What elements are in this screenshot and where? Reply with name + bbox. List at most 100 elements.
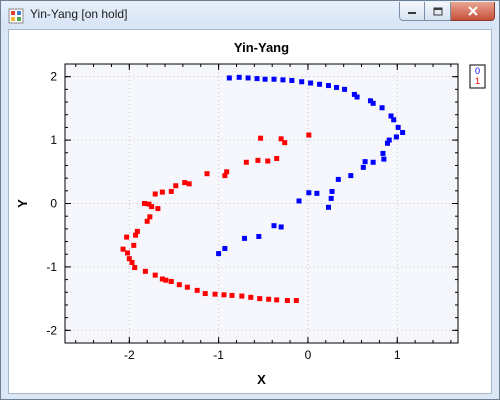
data-point-series-1 — [229, 292, 235, 298]
data-point-series-0 — [329, 188, 335, 194]
x-axis-label: X — [257, 372, 266, 387]
data-point-series-1 — [141, 201, 147, 206]
data-point-series-1 — [146, 201, 152, 207]
data-point-series-1 — [186, 181, 192, 187]
data-point-series-1 — [159, 276, 165, 282]
data-point-series-1 — [176, 282, 182, 288]
data-point-series-1 — [257, 296, 263, 302]
y-tick-label: -2 — [46, 323, 57, 337]
data-point-series-0 — [379, 105, 385, 111]
data-point-series-1 — [182, 180, 188, 186]
data-point-series-0 — [222, 246, 228, 252]
data-point-series-1 — [155, 206, 161, 212]
legend-entry-0: 0 — [475, 66, 480, 76]
data-point-series-0 — [271, 223, 277, 229]
data-point-series-1 — [282, 140, 288, 146]
data-point-series-1 — [284, 298, 290, 304]
x-tick-label: 1 — [394, 348, 401, 362]
data-point-series-1 — [152, 191, 158, 197]
data-point-series-1 — [221, 292, 227, 298]
data-point-series-1 — [255, 157, 261, 163]
data-point-series-0 — [325, 83, 331, 89]
y-tick-label: 1 — [50, 133, 57, 147]
data-point-series-1 — [144, 218, 150, 224]
data-point-series-1 — [168, 188, 174, 194]
data-point-series-1 — [258, 135, 264, 141]
data-point-series-1 — [202, 291, 208, 297]
maximize-icon — [433, 7, 442, 15]
data-point-series-1 — [248, 294, 254, 300]
data-point-series-1 — [120, 246, 126, 252]
data-point-series-1 — [125, 250, 131, 256]
data-point-series-1 — [243, 159, 249, 165]
data-point-series-0 — [335, 176, 341, 182]
data-point-series-0 — [306, 190, 312, 196]
data-point-series-0 — [395, 124, 401, 130]
data-point-series-0 — [370, 159, 376, 165]
data-point-series-0 — [354, 94, 360, 100]
data-point-series-1 — [222, 173, 228, 179]
data-point-series-0 — [296, 198, 302, 204]
minimize-icon — [408, 12, 416, 14]
maximize-button[interactable] — [425, 2, 451, 21]
data-point-series-0 — [226, 75, 232, 81]
data-point-series-0 — [391, 117, 397, 123]
data-point-series-0 — [271, 76, 277, 82]
data-point-series-0 — [325, 204, 331, 210]
caption-buttons — [399, 2, 495, 22]
data-point-series-0 — [245, 75, 251, 81]
data-point-series-1 — [152, 272, 158, 278]
chart-title: Yin-Yang — [234, 40, 289, 55]
data-point-series-0 — [314, 190, 320, 196]
data-point-series-1 — [293, 298, 299, 304]
data-point-series-0 — [386, 137, 392, 143]
data-point-series-1 — [194, 287, 200, 293]
data-point-series-1 — [204, 171, 210, 177]
data-point-series-0 — [381, 156, 387, 162]
data-point-series-1 — [126, 256, 132, 262]
data-point-series-0 — [299, 79, 305, 85]
data-point-series-0 — [236, 74, 242, 80]
data-point-series-0 — [328, 195, 334, 201]
close-icon — [467, 6, 478, 16]
window-title: Yin-Yang [on hold] — [30, 7, 128, 21]
data-point-series-0 — [400, 129, 406, 135]
data-point-series-0 — [348, 173, 354, 179]
data-point-series-1 — [134, 228, 140, 234]
data-point-series-0 — [370, 100, 376, 106]
data-point-series-0 — [388, 113, 394, 119]
data-point-series-0 — [380, 150, 386, 156]
data-point-series-1 — [168, 278, 174, 284]
data-point-series-1 — [184, 284, 190, 290]
data-point-series-1 — [266, 296, 272, 302]
minimize-button[interactable] — [399, 2, 425, 21]
data-point-series-1 — [274, 297, 280, 303]
data-point-series-1 — [224, 169, 230, 175]
data-point-series-0 — [256, 233, 262, 239]
legend-box — [469, 64, 486, 89]
data-point-series-1 — [147, 214, 153, 220]
close-button[interactable] — [451, 2, 495, 21]
y-tick-label: 0 — [50, 197, 57, 211]
legend-entry-1: 1 — [475, 76, 480, 86]
title-bar[interactable]: Yin-Yang [on hold] — [1, 1, 499, 29]
y-axis-label: Y — [15, 199, 30, 208]
data-point-series-0 — [262, 76, 268, 82]
data-point-series-1 — [129, 259, 135, 265]
data-point-series-0 — [280, 77, 286, 83]
data-point-series-1 — [278, 136, 284, 142]
data-point-series-0 — [216, 251, 222, 257]
data-point-series-0 — [384, 140, 390, 146]
x-tick-label: -1 — [213, 348, 224, 362]
data-point-series-0 — [308, 80, 314, 86]
data-point-series-0 — [393, 134, 399, 140]
data-point-series-0 — [278, 224, 284, 230]
data-point-series-1 — [142, 268, 148, 274]
data-point-series-0 — [351, 91, 357, 97]
data-point-series-0 — [360, 164, 366, 170]
data-point-series-1 — [159, 189, 165, 195]
data-point-series-0 — [254, 76, 260, 82]
data-point-series-1 — [163, 277, 169, 283]
data-point-series-1 — [132, 265, 138, 271]
